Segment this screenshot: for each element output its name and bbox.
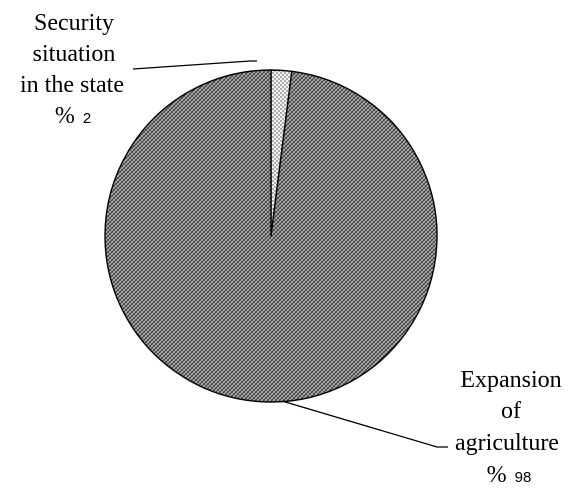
pie-slices [104, 69, 438, 403]
leader-line-security [132, 60, 257, 70]
slice-label-security-line-2: situation [33, 41, 116, 67]
slice-callout-security: Security situation in the state % 2 [20, 10, 257, 129]
pie-slice-agriculture [104, 69, 438, 403]
slice-callout-agriculture: Expansion of agriculture % 98 [281, 367, 562, 488]
slice-label-agriculture-line-2: of [501, 398, 521, 424]
slice-value-security: % 2 [55, 103, 91, 129]
leader-line-agriculture [281, 400, 448, 448]
slice-label-agriculture-line-3: agriculture [455, 430, 559, 456]
slice-value-agriculture: % 98 [487, 462, 532, 488]
slice-label-security-line-1: Security [34, 10, 114, 36]
slice-label-security-line-3: in the state [20, 72, 124, 98]
slice-label-agriculture-line-1: Expansion [460, 367, 561, 393]
